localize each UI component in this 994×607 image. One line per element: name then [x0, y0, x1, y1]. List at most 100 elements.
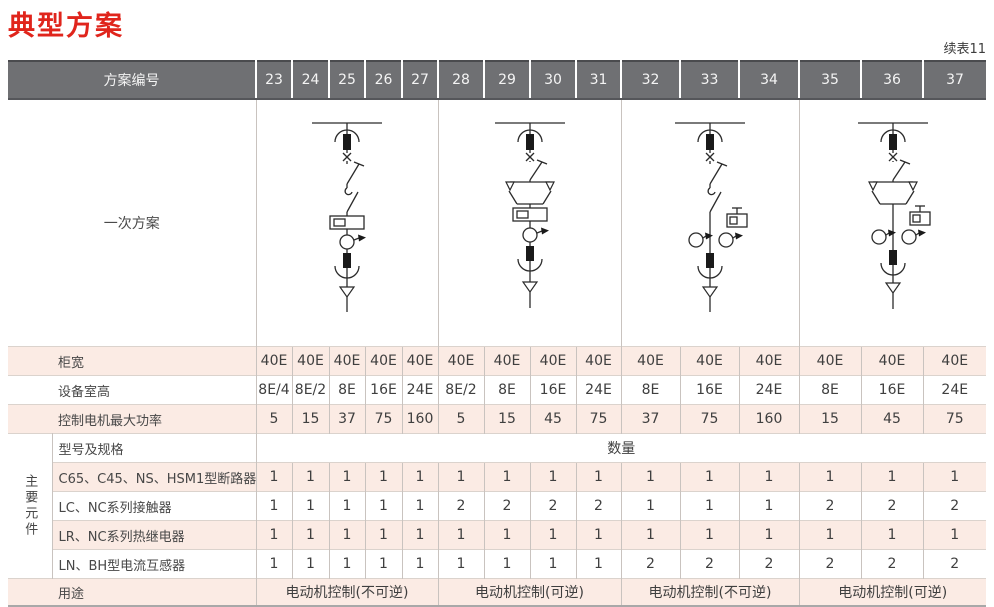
value-cell: 1 [575, 462, 621, 492]
header-label: 方案编号 [8, 61, 256, 100]
value-cell: 1 [437, 520, 484, 550]
page-title: 典型方案 [8, 11, 124, 42]
value-cell: 40E [401, 346, 438, 376]
row-label: 设备室高 [8, 375, 256, 405]
current-transformer-icon [339, 229, 366, 250]
reversible-contactor-icon [504, 180, 555, 205]
cabinet-width-row: 柜宽 40E 40E 40E 40E 40E 40E 40E 40E 40E 4… [8, 346, 986, 376]
scheme-number-cell: 23 [255, 61, 292, 100]
value-cell: 16E [679, 375, 739, 405]
circuit-breaker-icon [709, 161, 728, 185]
value-cell: 1 [529, 462, 576, 492]
value-cell: 8E [483, 375, 530, 405]
value-cell: 2 [575, 491, 621, 521]
value-cell: 1 [738, 462, 799, 492]
value-cell: 2 [483, 491, 530, 521]
usage-row: 用途 电动机控制(不可逆) 电动机控制(可逆) 电动机控制(不可逆) 电动机控制… [8, 578, 986, 607]
value-cell: 15 [483, 404, 530, 434]
value-cell: 8E [620, 375, 680, 405]
value-cell: 1 [798, 462, 861, 492]
value-cell: 16E [529, 375, 576, 405]
value-cell: 2 [860, 549, 923, 579]
scheme-number-cell: 37 [922, 61, 986, 100]
value-cell: 1 [291, 491, 329, 521]
thermal-relay-icon [329, 212, 365, 230]
busbar-line [675, 122, 745, 134]
drawout-plug-top-icon [697, 129, 723, 162]
value-cell: 1 [401, 549, 438, 579]
row-label: 用途 [8, 578, 256, 607]
value-cell: 45 [529, 404, 576, 434]
value-cell: 1 [401, 462, 438, 492]
value-cell: 1 [738, 491, 799, 521]
component-row-breaker: C65、C45、NS、HSM1型断路器 1 1 1 1 1 1 1 1 1 1 … [8, 462, 986, 492]
value-cell: 75 [575, 404, 621, 434]
value-cell: 1 [364, 520, 402, 550]
row-label: LN、BH型电流互感器 [52, 549, 256, 579]
thermal-relay-icon [909, 205, 931, 226]
usage-cell: 电动机控制(可逆) [437, 578, 621, 607]
non-reversible-starter-2ct-diagram [675, 122, 748, 312]
value-cell: 40E [922, 346, 986, 376]
value-cell: 1 [679, 462, 739, 492]
value-cell: 15 [291, 404, 329, 434]
diagram-cell-23-27 [255, 99, 438, 347]
busbar-line [494, 122, 565, 134]
value-cell: 1 [364, 549, 402, 579]
max-motor-power-row: 控制电机最大功率 5 15 37 75 160 5 15 45 75 37 75… [8, 404, 986, 434]
value-cell: 40E [860, 346, 923, 376]
value-cell: 1 [529, 549, 576, 579]
contactor-icon [707, 184, 722, 213]
circuit-breaker-icon [528, 159, 547, 181]
value-cell: 1 [529, 520, 576, 550]
value-cell: 1 [679, 491, 739, 521]
primary-scheme-row: 一次方案 [8, 99, 986, 347]
scheme-number-cell: 35 [798, 61, 861, 100]
value-cell: 24E [922, 375, 986, 405]
value-cell: 1 [401, 491, 438, 521]
value-cell: 40E [738, 346, 799, 376]
value-cell: 2 [798, 549, 861, 579]
value-cell: 1 [328, 491, 365, 521]
scheme-number-cell: 28 [437, 61, 484, 100]
contactor-icon [344, 184, 359, 213]
non-reversible-starter-diagram [312, 122, 382, 312]
row-label: C65、C45、NS、HSM1型断路器 [52, 462, 256, 492]
value-cell: 5 [255, 404, 292, 434]
row-label: 柜宽 [8, 346, 256, 376]
value-cell: 1 [437, 462, 484, 492]
value-cell: 1 [738, 520, 799, 550]
value-cell: 40E [437, 346, 484, 376]
busbar-line [857, 122, 928, 134]
component-row-contactor: LC、NC系列接触器 1 1 1 1 1 2 2 2 2 1 1 1 2 2 2 [8, 491, 986, 521]
value-cell: 40E [364, 346, 402, 376]
reversible-contactor-icon [867, 180, 918, 205]
value-cell: 160 [738, 404, 799, 434]
value-cell: 24E [738, 375, 799, 405]
value-cell: 45 [860, 404, 923, 434]
table-continuation-note: 续表11 [943, 42, 986, 57]
value-cell: 2 [529, 491, 576, 521]
value-cell: 2 [798, 491, 861, 521]
value-cell: 1 [860, 462, 923, 492]
value-cell: 2 [922, 549, 986, 579]
scheme-number-cell: 34 [738, 61, 799, 100]
value-cell: 1 [291, 549, 329, 579]
value-cell: 16E [860, 375, 923, 405]
scheme-number-cell: 27 [401, 61, 438, 100]
value-cell: 75 [364, 404, 402, 434]
diagram-cell-35-37 [798, 99, 986, 347]
value-cell: 8E/4 [255, 375, 292, 405]
value-cell: 1 [922, 520, 986, 550]
value-cell: 75 [679, 404, 739, 434]
value-cell: 1 [291, 462, 329, 492]
value-cell: 1 [620, 520, 680, 550]
value-cell: 1 [255, 491, 292, 521]
value-cell: 1 [255, 549, 292, 579]
value-cell: 1 [364, 462, 402, 492]
current-transformer-icon [688, 232, 713, 248]
value-cell: 1 [291, 520, 329, 550]
value-cell: 1 [483, 549, 530, 579]
value-cell: 1 [328, 549, 365, 579]
main-components-group-label: 主要元件 [8, 433, 53, 579]
